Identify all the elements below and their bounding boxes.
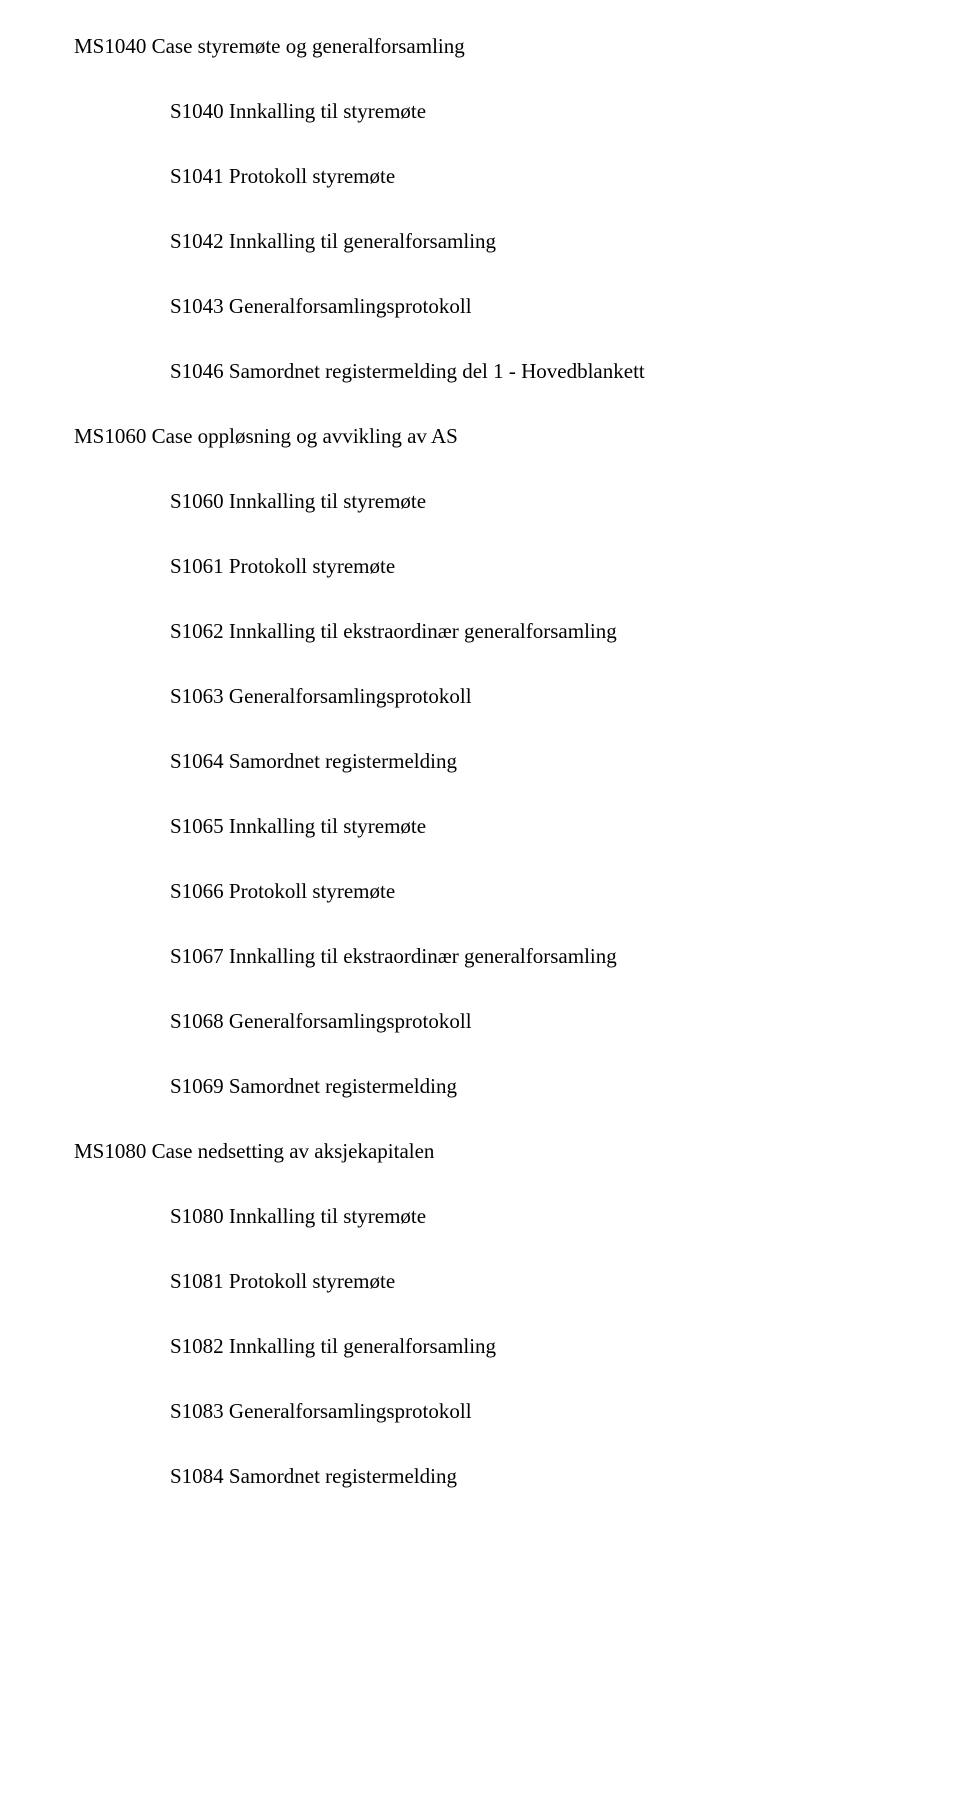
list-item: S1042 Innkalling til generalforsamling <box>0 231 960 252</box>
list-item: S1067 Innkalling til ekstraordinær gener… <box>0 946 960 967</box>
list-item: S1069 Samordnet registermelding <box>0 1076 960 1097</box>
list-item: S1068 Generalforsamlingsprotokoll <box>0 1011 960 1032</box>
list-item: S1041 Protokoll styremøte <box>0 166 960 187</box>
list-item: S1060 Innkalling til styremøte <box>0 491 960 512</box>
list-item: S1082 Innkalling til generalforsamling <box>0 1336 960 1357</box>
list-item: S1040 Innkalling til styremøte <box>0 101 960 122</box>
section-heading: MS1080 Case nedsetting av aksjekapitalen <box>0 1141 960 1162</box>
list-item: S1063 Generalforsamlingsprotokoll <box>0 686 960 707</box>
document-page: MS1040 Case styremøte og generalforsamli… <box>0 0 960 1803</box>
section-heading: MS1040 Case styremøte og generalforsamli… <box>0 36 960 57</box>
list-item: S1061 Protokoll styremøte <box>0 556 960 577</box>
list-item: S1064 Samordnet registermelding <box>0 751 960 772</box>
list-item: S1081 Protokoll styremøte <box>0 1271 960 1292</box>
list-item: S1084 Samordnet registermelding <box>0 1466 960 1487</box>
list-item: S1046 Samordnet registermelding del 1 - … <box>0 361 960 382</box>
list-item: S1080 Innkalling til styremøte <box>0 1206 960 1227</box>
list-item: S1065 Innkalling til styremøte <box>0 816 960 837</box>
list-item: S1083 Generalforsamlingsprotokoll <box>0 1401 960 1422</box>
section-heading: MS1060 Case oppløsning og avvikling av A… <box>0 426 960 447</box>
list-item: S1062 Innkalling til ekstraordinær gener… <box>0 621 960 642</box>
list-item: S1066 Protokoll styremøte <box>0 881 960 902</box>
list-item: S1043 Generalforsamlingsprotokoll <box>0 296 960 317</box>
